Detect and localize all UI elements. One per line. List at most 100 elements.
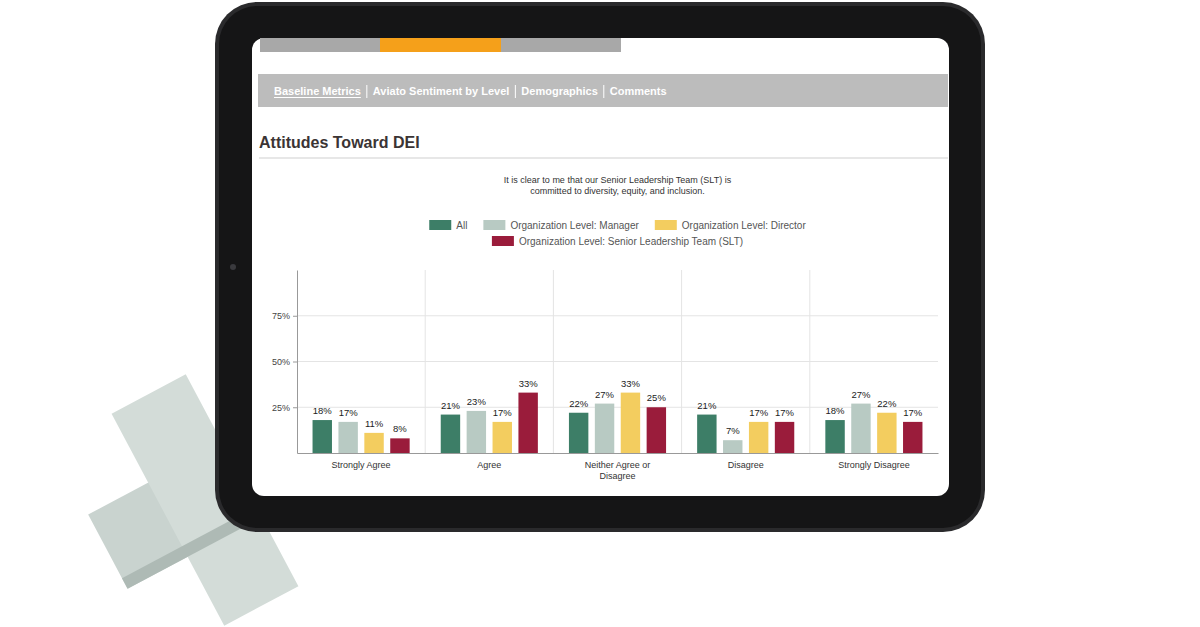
- data-label: 21%: [697, 400, 717, 411]
- tick-mark: [293, 362, 297, 363]
- tick-label: Disagree: [728, 460, 764, 470]
- nav-item[interactable]: Demographics: [521, 85, 597, 97]
- data-label: 21%: [441, 400, 461, 411]
- bar: [493, 422, 512, 453]
- data-label: 11%: [365, 418, 384, 429]
- group-divider: [681, 270, 682, 453]
- data-label: 18%: [313, 405, 333, 416]
- x-tick: Neither Agree orDisagree: [585, 453, 651, 481]
- bar: [851, 404, 870, 453]
- legend-item: Organization Level: Manager: [483, 220, 639, 231]
- x-tick: Agree: [477, 453, 501, 470]
- bar: [903, 422, 922, 453]
- data-label: 17%: [775, 407, 795, 418]
- heading-rule: [259, 158, 948, 159]
- data-label: 17%: [903, 407, 923, 418]
- legend-item: Organization Level: Director: [655, 220, 807, 231]
- y-tick: 25%: [272, 403, 297, 413]
- bar: [877, 413, 896, 453]
- data-label: 17%: [339, 407, 359, 418]
- nav-separator: [366, 85, 367, 98]
- nav-separator: [603, 85, 604, 98]
- grid-line: [297, 361, 938, 362]
- bar: [364, 433, 383, 453]
- tick-label: Neither Agree orDisagree: [585, 460, 651, 481]
- data-label: 22%: [569, 398, 589, 409]
- data-label: 7%: [726, 425, 740, 436]
- bar: [518, 393, 537, 453]
- data-label: 22%: [877, 398, 897, 409]
- bars: [313, 393, 923, 453]
- tick-label: 75%: [272, 311, 290, 321]
- nav-item[interactable]: Aviato Sentiment by Level: [373, 85, 510, 97]
- page: Baseline Metrics Aviato Sentiment by Leve…: [0, 0, 1200, 627]
- nav-underline: [274, 97, 361, 98]
- legend-item: All: [429, 220, 467, 231]
- tick-label: 50%: [272, 357, 290, 367]
- bar: [569, 413, 588, 453]
- grid-line: [297, 315, 938, 316]
- data-label: 33%: [621, 378, 641, 389]
- bar: [338, 422, 357, 453]
- bar: [825, 420, 844, 453]
- section-heading: Attitudes Toward DEI: [259, 134, 420, 151]
- data-label: 17%: [493, 407, 513, 418]
- data-label: 17%: [749, 407, 769, 418]
- tablet-screen: [252, 38, 949, 496]
- legend-label: Organization Level: Senior Leadership Te…: [519, 236, 743, 247]
- nav-separator: [515, 85, 516, 98]
- tablet-camera: [230, 264, 236, 270]
- tick-label: Agree: [477, 460, 501, 470]
- x-tick: Disagree: [728, 453, 764, 470]
- bar: [647, 407, 666, 453]
- data-label: 33%: [519, 378, 539, 389]
- data-label: 25%: [647, 392, 667, 403]
- group-divider: [425, 270, 426, 453]
- data-label: 18%: [826, 405, 846, 416]
- group-divider: [553, 270, 554, 453]
- legend-label: Organization Level: Manager: [510, 220, 639, 231]
- nav-bar: [258, 74, 948, 107]
- chart-title: It is clear to me that our Senior Leader…: [504, 175, 732, 196]
- axis-line: [297, 271, 298, 454]
- group-divider: [809, 270, 810, 453]
- bar: [313, 420, 332, 453]
- tablet-frame: [215, 2, 985, 532]
- legend-item: Organization Level: Senior Leadership Te…: [492, 236, 743, 247]
- bar: [621, 393, 640, 453]
- nav-item[interactable]: Comments: [610, 85, 667, 97]
- bar: [723, 440, 742, 453]
- tab-strip: [260, 38, 621, 52]
- tick-label: 25%: [272, 403, 290, 413]
- bar: [749, 422, 768, 453]
- bar: [467, 411, 486, 453]
- tick-label: Strongly Disagree: [838, 460, 910, 470]
- y-tick: 75%: [272, 311, 297, 321]
- nav-item[interactable]: Baseline Metrics: [274, 85, 361, 97]
- legend-swatch: [429, 220, 451, 230]
- x-tick: Strongly Agree: [332, 453, 391, 470]
- x-tick: Strongly Disagree: [838, 453, 910, 470]
- data-labels: 18% 21% 22% 21% 18% 17% 23% 27% 7% 27% 11% 17% 33% 17…: [313, 378, 923, 437]
- grid: [297, 270, 938, 453]
- data-label: 23%: [467, 396, 487, 407]
- tab-active: [380, 38, 501, 52]
- tick-mark: [293, 407, 297, 408]
- tick-mark: [293, 316, 297, 317]
- bar: [390, 438, 409, 453]
- axis-line: [298, 453, 939, 454]
- legend-label: All: [456, 220, 467, 231]
- legend-swatch: [655, 220, 677, 230]
- y-tick: 50%: [272, 357, 297, 367]
- tick-label: Strongly Agree: [332, 460, 391, 470]
- bar: [697, 415, 716, 453]
- legend: All Organization Level: Manager Organizati…: [429, 220, 806, 247]
- legend-swatch: [492, 236, 514, 246]
- y-axis: 25% 50% 75%: [272, 271, 298, 454]
- bar: [595, 404, 614, 453]
- data-label: 27%: [595, 389, 615, 400]
- data-label: 8%: [393, 423, 407, 434]
- x-axis: Strongly Agree Agree Neither Agree orDisag…: [298, 453, 939, 481]
- data-label: 27%: [851, 389, 871, 400]
- bar: [775, 422, 794, 453]
